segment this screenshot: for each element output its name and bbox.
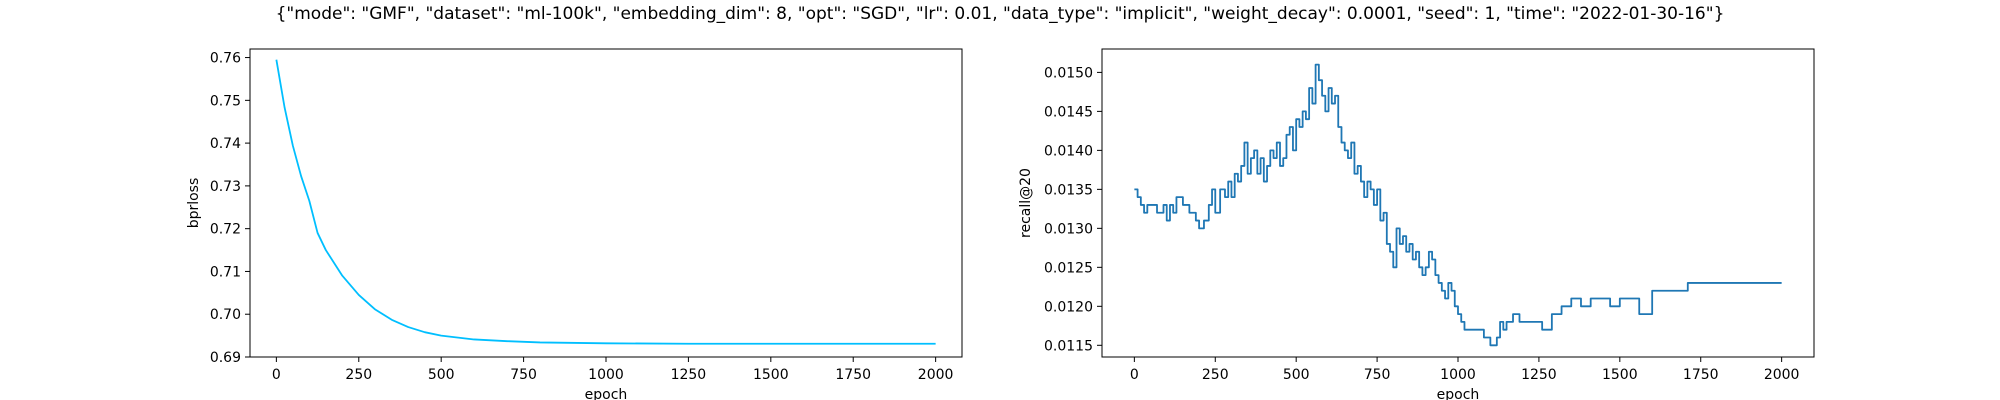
y-tick-label: 0.73 [210,179,241,195]
x-tick-label: 2000 [1764,367,1800,383]
x-tick-label: 1750 [1683,367,1719,383]
y-tick-label: 0.0115 [1044,338,1093,354]
chart-2: 0 250 500 750 1000 1250 1500 1750 2000 0.0115 0.01… [1018,49,1814,400]
x-tick-label: 1500 [1602,367,1638,383]
y-tick-label: 0.0130 [1044,221,1093,237]
x-tick-label: 2000 [918,367,954,383]
x-tick-label: 1000 [588,367,624,383]
y-tick-label: 0.0135 [1044,182,1093,198]
y-tick-label: 0.74 [210,136,241,152]
series-line-bprloss [276,60,935,344]
x-tick-label: 0 [272,367,281,383]
y-tick-label: 0.0140 [1044,143,1093,159]
y-tick-label: 0.0145 [1044,104,1093,120]
x-axis-label: epoch [585,387,628,400]
y-tick-label: 0.70 [210,307,241,323]
y-axis-label: bprloss [186,178,202,229]
x-tick-label: 500 [1283,367,1310,383]
x-tick-label: 750 [510,367,537,383]
y-tick-label: 0.75 [210,93,241,109]
y-tick-label: 0.0150 [1044,65,1093,81]
x-tick-label: 1250 [671,367,707,383]
x-tick-label: 1250 [1521,367,1557,383]
series-line-recall@20 [1134,65,1781,346]
x-tick-label: 750 [1364,367,1391,383]
x-tick-label: 250 [345,367,372,383]
axes-frame [250,49,962,357]
y-tick-label: 0.0125 [1044,260,1093,276]
y-tick-label: 0.69 [210,350,241,366]
y-tick-label: 0.0120 [1044,299,1093,315]
x-tick-label: 250 [1202,367,1229,383]
x-tick-label: 1750 [835,367,871,383]
x-tick-label: 500 [428,367,455,383]
x-tick-label: 1500 [753,367,789,383]
x-tick-label: 1000 [1440,367,1476,383]
chart-1: 0 250 500 750 1000 1250 1500 1750 2000 0.69 0.70 0.… [186,49,962,400]
y-axis-label: recall@20 [1018,168,1034,238]
y-tick-label: 0.76 [210,51,241,67]
x-axis-label: epoch [1437,387,1480,400]
y-tick-label: 0.71 [210,264,241,280]
y-tick-label: 0.72 [210,222,241,238]
x-tick-label: 0 [1130,367,1139,383]
